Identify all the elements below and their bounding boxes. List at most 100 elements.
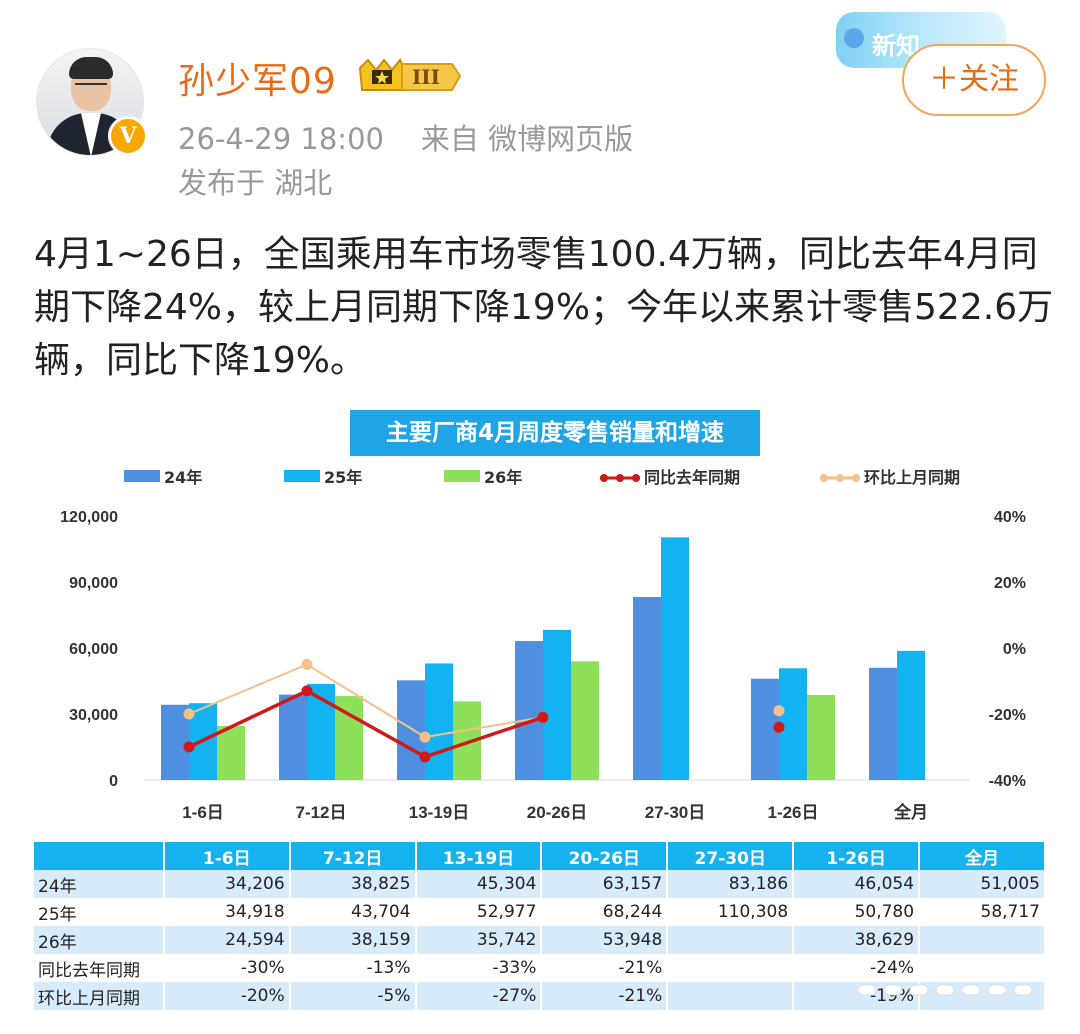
point-mom bbox=[183, 708, 195, 720]
bar-25 bbox=[779, 668, 807, 780]
post-time: 26-4-29 18:00 bbox=[178, 122, 384, 156]
bar-25 bbox=[543, 629, 571, 780]
table-row-header: 26年 bbox=[34, 926, 165, 954]
post-location: 发布于 湖北 bbox=[178, 166, 333, 200]
bar-24 bbox=[515, 641, 543, 780]
table-row: 同比去年同期 -30% -13% -33% -21% -24% bbox=[34, 954, 1046, 982]
table-cell: -20% bbox=[163, 982, 291, 1010]
y2-tick-label: 20% bbox=[994, 575, 1026, 592]
username[interactable]: 孙少军09 bbox=[178, 61, 337, 102]
table-cell: -27% bbox=[415, 982, 543, 1010]
point-mom bbox=[773, 705, 785, 717]
post-header: V 孙少军09 III 26-4-29 18:00 来自 微博网页版 发布于 湖… bbox=[0, 0, 1080, 220]
point-mom bbox=[301, 659, 313, 670]
point-yoy bbox=[773, 721, 785, 733]
y2-tick-label: 40% bbox=[994, 509, 1026, 526]
table-row-header: 同比去年同期 bbox=[34, 954, 165, 982]
table-cell: -33% bbox=[415, 954, 543, 982]
table-cell: -13% bbox=[289, 954, 417, 982]
table-row: 25年 34,918 43,704 52,977 68,244 110,308 50,780… bbox=[34, 898, 1046, 926]
legend-item-mom: 环比上月同期 bbox=[818, 464, 960, 487]
table-cell: -5% bbox=[289, 982, 417, 1010]
bar-24 bbox=[397, 680, 425, 780]
table-cell: 34,918 bbox=[163, 898, 291, 926]
follow-button[interactable]: ＋关注 bbox=[902, 44, 1046, 116]
x-tick-label: 27-30日 bbox=[645, 803, 705, 822]
bar-24 bbox=[633, 596, 661, 780]
table-row-header: 环比上月同期 bbox=[34, 982, 165, 1010]
bar-25 bbox=[897, 650, 925, 780]
point-yoy bbox=[301, 685, 313, 697]
post-source[interactable]: 来自 微博网页版 bbox=[420, 122, 634, 156]
series-line-mom bbox=[188, 663, 544, 739]
x-tick-label: 1-6日 bbox=[182, 803, 224, 822]
table-header-cell: 13-19日 bbox=[415, 842, 543, 870]
y2-tick-label: 0% bbox=[1003, 641, 1026, 658]
post-image-chart[interactable]: 主要厂商4月周度零售销量和增速 24年 25年 26年 同比去年同期 环比上月同… bbox=[34, 398, 1046, 1012]
data-table: 1-6日 7-12日 13-19日 20-26日 27-30日 1-26日 全月 24年 34… bbox=[34, 842, 1046, 1010]
table-cell bbox=[919, 926, 1046, 954]
table-cell: 58,717 bbox=[919, 898, 1046, 926]
bar-24 bbox=[161, 704, 189, 780]
y-tick-label: 60,000 bbox=[69, 641, 118, 658]
bar-26 bbox=[807, 695, 835, 780]
table-cell: 46,054 bbox=[793, 870, 921, 898]
y-tick-label: 30,000 bbox=[69, 707, 118, 724]
table-cell: -21% bbox=[541, 982, 669, 1010]
table-cell: 53,948 bbox=[541, 926, 669, 954]
table-header-cell: 全月 bbox=[919, 842, 1046, 870]
chart-plot-area: 120,000 90,000 60,000 30,000 0 40% 20% 0% -20% -4… bbox=[60, 509, 1026, 822]
legend-item-26: 26年 bbox=[444, 464, 522, 487]
table-cell: 50,780 bbox=[793, 898, 921, 926]
y-tick-label: 90,000 bbox=[69, 575, 118, 592]
y2-tick-label: -20% bbox=[989, 707, 1026, 724]
legend-item-24: 24年 bbox=[124, 464, 202, 487]
x-tick-label: 7-12日 bbox=[295, 803, 346, 822]
post-body-text: 4月1~26日，全国乘用车市场零售100.4万辆，同比去年4月同期下降24%，较… bbox=[34, 234, 1054, 381]
point-yoy bbox=[537, 711, 549, 723]
table-cell: 68,244 bbox=[541, 898, 669, 926]
sparkle-icon bbox=[844, 28, 864, 48]
table-cell: 110,308 bbox=[667, 898, 795, 926]
y2-tick-label: -40% bbox=[989, 773, 1026, 790]
x-tick-label: 13-19日 bbox=[409, 803, 469, 822]
table-cell: -30% bbox=[163, 954, 291, 982]
y-tick-label: 0 bbox=[109, 773, 118, 790]
table-row: 26年 24,594 38,159 35,742 53,948 38,629 bbox=[34, 926, 1046, 954]
table-header-cell: 1-26日 bbox=[793, 842, 921, 870]
table-header-cell bbox=[34, 842, 165, 870]
table-cell: 63,157 bbox=[541, 870, 669, 898]
x-tick-label: 20-26日 bbox=[527, 803, 587, 822]
table-cell: 51,005 bbox=[919, 870, 1046, 898]
table-header-cell: 1-6日 bbox=[163, 842, 291, 870]
table-cell: 38,629 bbox=[793, 926, 921, 954]
table-row: 24年 34,206 38,825 45,304 63,157 83,186 46,054 5… bbox=[34, 870, 1046, 898]
x-tick-label: 1-26日 bbox=[767, 803, 818, 822]
avatar[interactable] bbox=[36, 48, 144, 156]
table-header-cell: 7-12日 bbox=[289, 842, 417, 870]
legend-item-25: 25年 bbox=[284, 464, 362, 487]
table-cell: 38,825 bbox=[289, 870, 417, 898]
table-cell: 24,594 bbox=[163, 926, 291, 954]
bar-25 bbox=[661, 537, 689, 780]
table-header-cell: 20-26日 bbox=[541, 842, 669, 870]
table-row-header: 24年 bbox=[34, 870, 165, 898]
post-meta: 26-4-29 18:00 来自 微博网页版 bbox=[178, 116, 633, 158]
bar-26 bbox=[571, 661, 599, 780]
table-cell bbox=[667, 954, 795, 982]
table-cell bbox=[667, 926, 795, 954]
table-cell: 34,206 bbox=[163, 870, 291, 898]
table-cell: -19% bbox=[793, 982, 921, 1010]
level-badge-icon: III bbox=[356, 56, 464, 94]
table-cell: 35,742 bbox=[415, 926, 543, 954]
table-cell: 38,159 bbox=[289, 926, 417, 954]
chart-title: 主要厂商4月周度零售销量和增速 bbox=[350, 410, 760, 456]
level-badge-text: III bbox=[412, 65, 440, 89]
table-cell: 83,186 bbox=[667, 870, 795, 898]
table-cell: -21% bbox=[541, 954, 669, 982]
bar-26 bbox=[217, 725, 245, 780]
point-mom bbox=[419, 731, 431, 743]
table-row-header: 25年 bbox=[34, 898, 165, 926]
bar-24 bbox=[279, 694, 307, 780]
x-tick-label: 全月 bbox=[893, 802, 928, 822]
